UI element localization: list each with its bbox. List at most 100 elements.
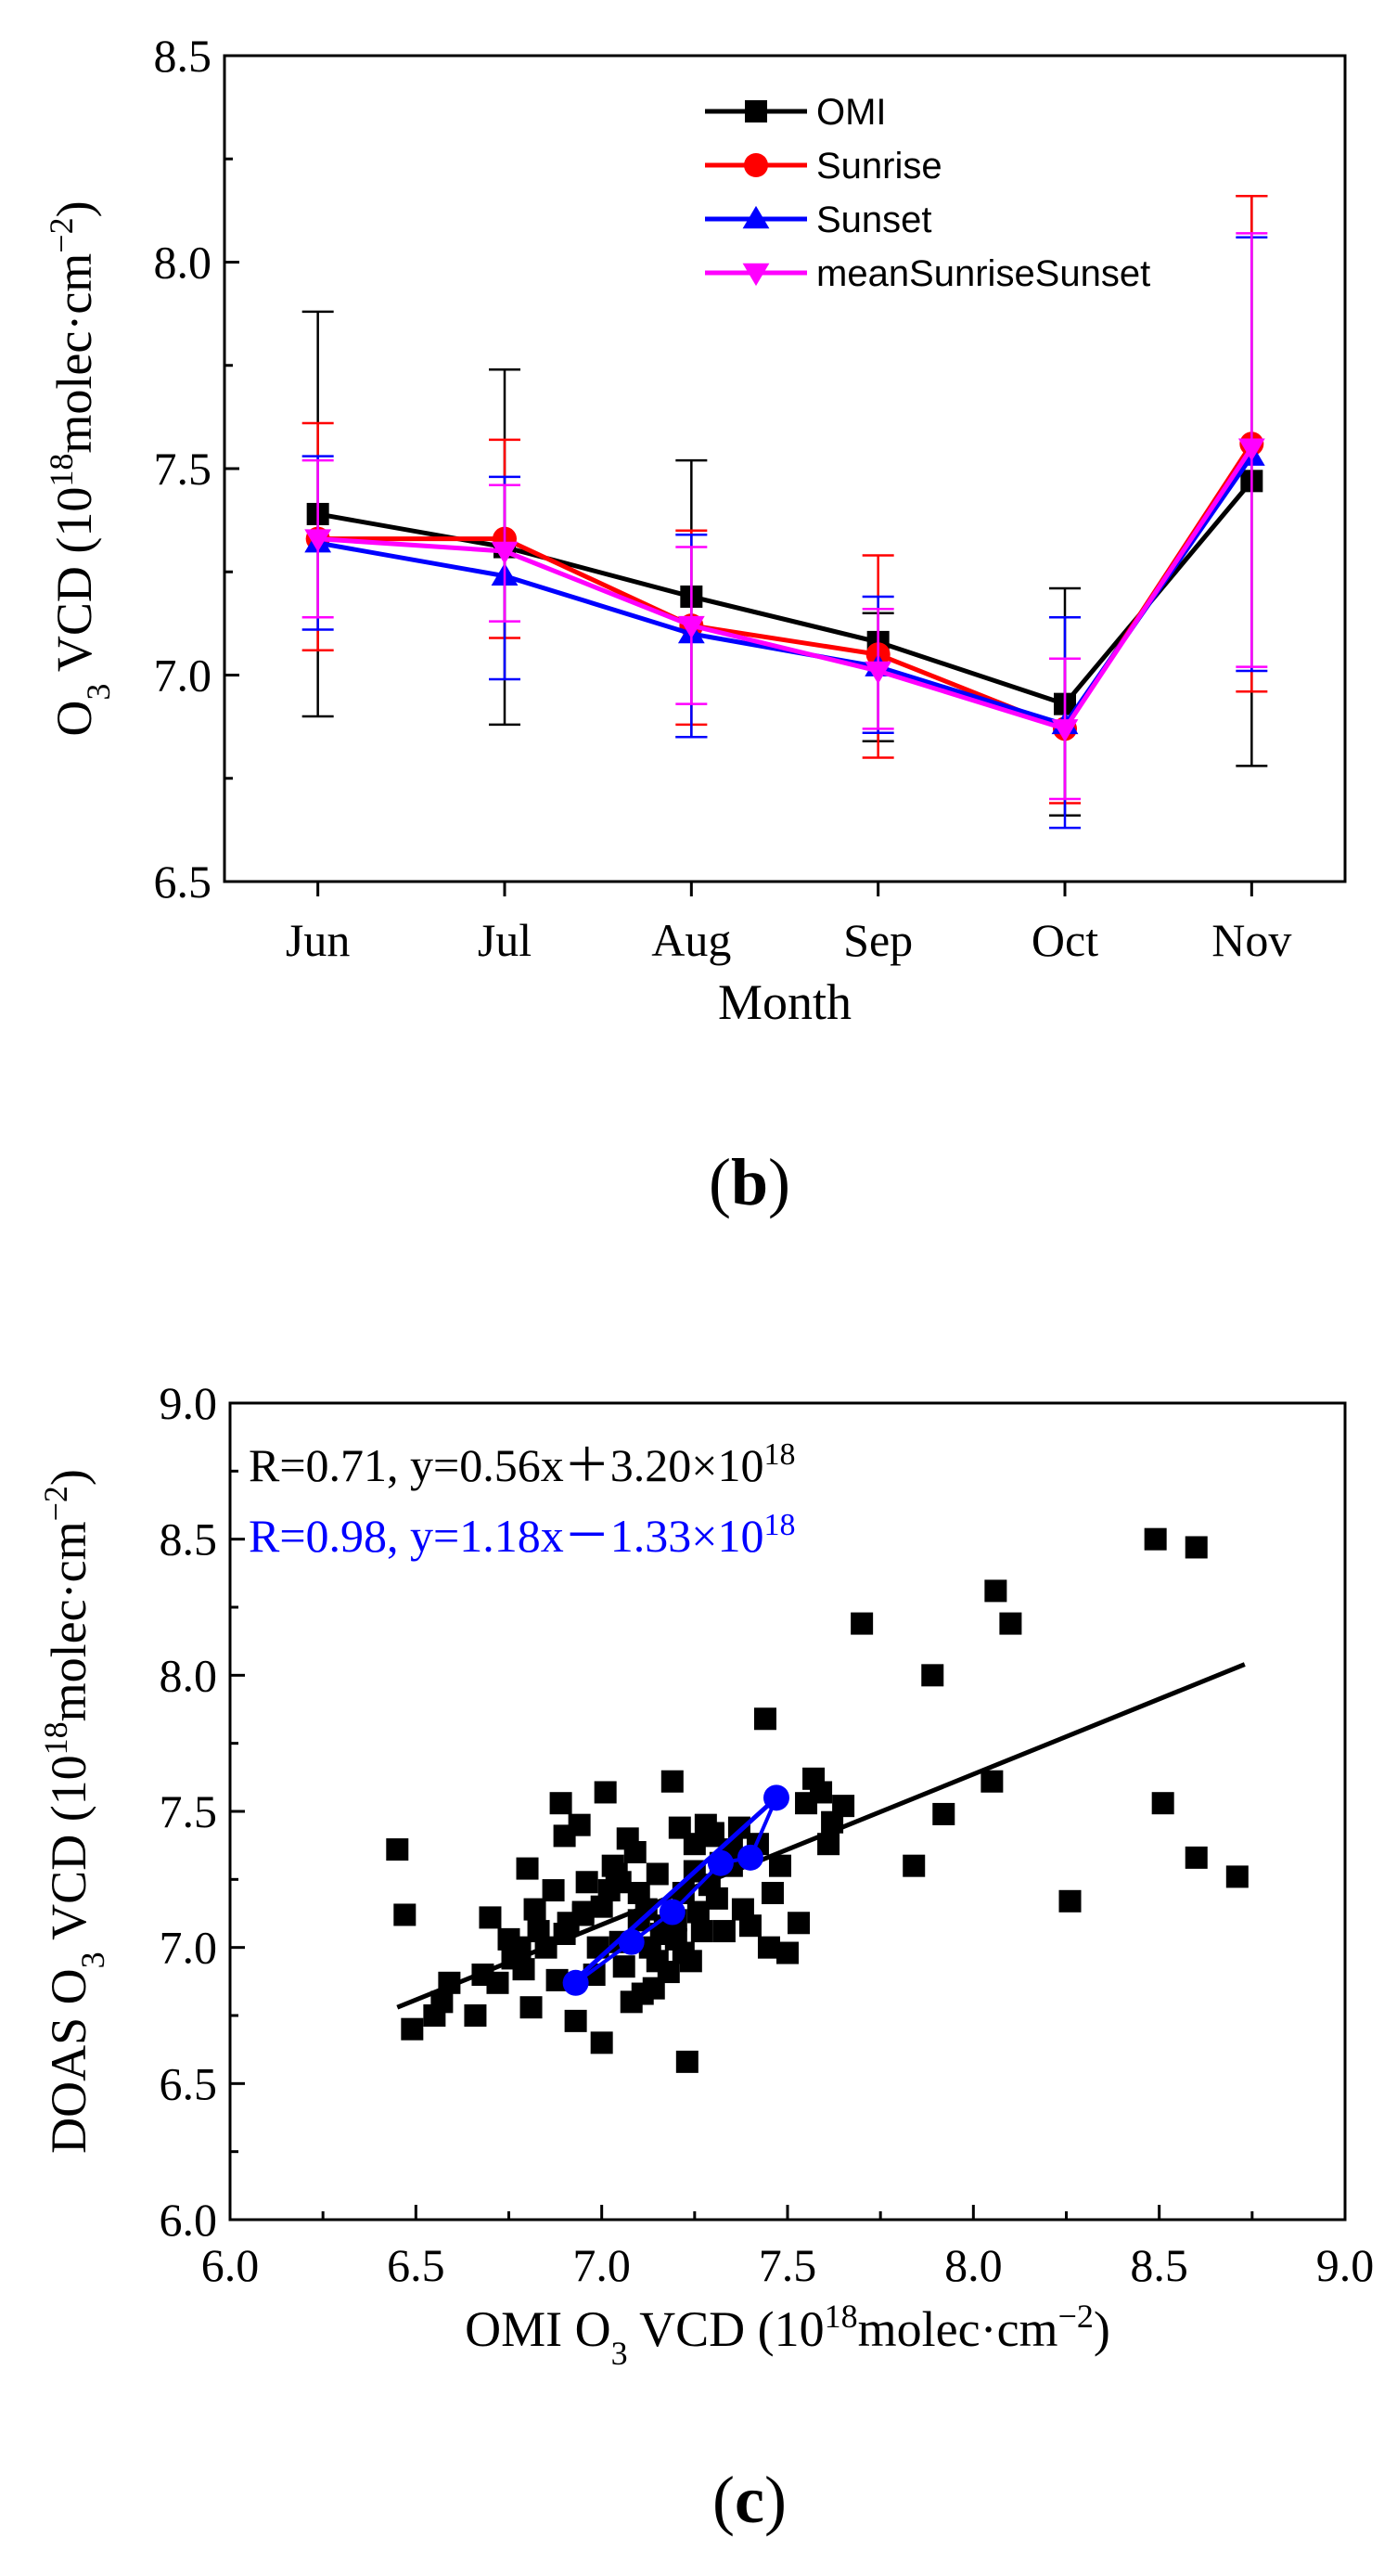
- legend-label: Sunrise: [816, 146, 942, 187]
- scatter-point: [609, 1871, 632, 1894]
- scatter-point: [568, 1813, 591, 1836]
- scatter-point: [999, 1612, 1022, 1635]
- y-tick-label: 7.5: [160, 1785, 218, 1837]
- scatter-point: [679, 1950, 702, 1973]
- series-line: [317, 455, 1254, 728]
- scatter-point: [519, 1996, 543, 2019]
- monthly-mean-point: [562, 1969, 589, 1996]
- scatter-point: [683, 1833, 706, 1856]
- y-tick-label: 6.0: [160, 2194, 218, 2246]
- monthly-o3-line-chart: 6.5 7.0 7.5 8.0 8.5 Jun Jul Aug Sep Oct Nov OMI Sun…: [43, 30, 1347, 1219]
- legend-marker: [742, 263, 770, 287]
- data-point: [1237, 438, 1265, 461]
- series-meanSunriseSunset: [301, 232, 1268, 801]
- x-tick-label: 7.5: [759, 2239, 817, 2291]
- scatter-point: [401, 2017, 424, 2041]
- legend-item: Sunrise: [705, 146, 942, 187]
- y-axis-title: O3 VCD (1018molec·cm−2): [43, 200, 117, 736]
- scatter-point: [571, 1903, 595, 1926]
- x-tick-label: Nov: [1211, 914, 1291, 966]
- scatter-point: [932, 1802, 955, 1825]
- scatter-point: [516, 1857, 539, 1880]
- scatter-point: [705, 1887, 728, 1910]
- regression-line: [570, 1796, 778, 1985]
- series-line: [317, 479, 1254, 707]
- scatter-point: [757, 1936, 780, 1959]
- x-tick-label: 7.0: [572, 2239, 631, 2291]
- scatter-point: [776, 1941, 799, 1964]
- monthly-mean-point: [618, 1928, 645, 1955]
- omi-vs-doas-scatter-chart: 6.0 6.5 7.0 7.5 8.0 8.5 9.0 6.0 6.5 7.0 7.5 8.0 8.5 9…: [37, 1377, 1375, 2537]
- scatter-point: [701, 1822, 724, 1845]
- scatter-point: [712, 1920, 736, 1943]
- scatter-point: [590, 1895, 613, 1918]
- x-axis-title: Month: [718, 974, 852, 1030]
- panel-label-c: (c): [712, 2463, 787, 2537]
- plot-frame: [223, 54, 1347, 883]
- regression-line: [396, 1662, 1246, 2010]
- y-tick-label: 6.5: [154, 856, 212, 908]
- scatter-point: [660, 1770, 684, 1793]
- scatter-point: [690, 1920, 713, 1943]
- scatter-point: [564, 2009, 587, 2032]
- scatter-point: [612, 1955, 635, 1978]
- y-tick-label: 7.0: [154, 650, 212, 702]
- scatter-point: [590, 2031, 613, 2054]
- regression-equation: R=0.98, y=1.18x－1.33×1018: [249, 1508, 795, 1563]
- scatter-point: [623, 1841, 647, 1863]
- scatter-point: [768, 1854, 791, 1877]
- legend-marker: [742, 205, 770, 229]
- monthly-mean-point: [737, 1844, 763, 1871]
- x-tick-label: 8.0: [944, 2239, 1003, 2291]
- scatter-point: [1185, 1846, 1208, 1869]
- regression-annotations: R=0.71, y=0.56x＋3.20×1018 R=0.98, y=1.18x…: [249, 1437, 795, 1563]
- x-tick-label: 9.0: [1316, 2239, 1375, 2291]
- series-Sunset: [301, 236, 1268, 830]
- panel-c: 6.0 6.5 7.0 7.5 8.0 8.5 9.0 6.0 6.5 7.0 7.5 8.0 8.5 9…: [0, 1281, 1397, 2576]
- y-tick-label: 7.0: [160, 1922, 218, 1974]
- scatter-point: [393, 1903, 417, 1926]
- monthly-mean-point: [763, 1784, 789, 1811]
- legend-item: meanSunriseSunset: [705, 253, 1150, 294]
- panel-label-b: (b): [709, 1145, 790, 1219]
- scatter-point: [646, 1862, 669, 1886]
- scatter-point: [512, 1958, 535, 1981]
- y-tick-label: 8.5: [160, 1513, 218, 1565]
- y-tick-label: 8.5: [154, 30, 212, 82]
- scatter-point: [832, 1795, 855, 1818]
- scatter-point: [386, 1838, 409, 1861]
- scatter-point: [575, 1871, 598, 1894]
- scatter-point: [738, 1914, 762, 1938]
- y-axis-title: DOAS O3 VCD (1018molec·cm−2): [37, 1469, 111, 2154]
- monthly-mean-point: [659, 1899, 686, 1926]
- scatter-point: [464, 2004, 487, 2027]
- scatter-point: [984, 1579, 1007, 1603]
- scatter-point: [686, 1900, 710, 1924]
- legend-marker: [745, 100, 767, 122]
- series-line: [317, 446, 1254, 732]
- scatter-point: [980, 1770, 1004, 1793]
- scatter-point: [1151, 1792, 1174, 1815]
- scatter-point: [479, 1906, 502, 1929]
- scatter-point: [753, 1707, 776, 1731]
- legend-item: OMI: [705, 92, 887, 133]
- scatter-point: [542, 1879, 565, 1902]
- scatter-point: [549, 1792, 572, 1815]
- scatter-point: [903, 1854, 926, 1877]
- x-tick-label: Sep: [843, 914, 913, 966]
- data-point: [491, 541, 519, 565]
- data-point: [304, 529, 332, 552]
- data-point: [677, 615, 705, 639]
- x-tick-label: Aug: [651, 914, 731, 966]
- monthly-mean-point: [707, 1849, 734, 1876]
- scatter-point: [1058, 1889, 1082, 1913]
- y-tick-label: 7.5: [154, 443, 212, 495]
- legend-label: Sunset: [816, 200, 932, 240]
- y-tick-label: 8.0: [154, 237, 212, 289]
- x-tick-label: 8.5: [1130, 2239, 1188, 2291]
- legend-item: Sunset: [705, 200, 932, 240]
- scatter-point: [594, 1781, 617, 1804]
- x-tick-label: Oct: [1032, 914, 1098, 966]
- scatter-point: [675, 2050, 698, 2073]
- x-tick-label: Jul: [478, 914, 532, 966]
